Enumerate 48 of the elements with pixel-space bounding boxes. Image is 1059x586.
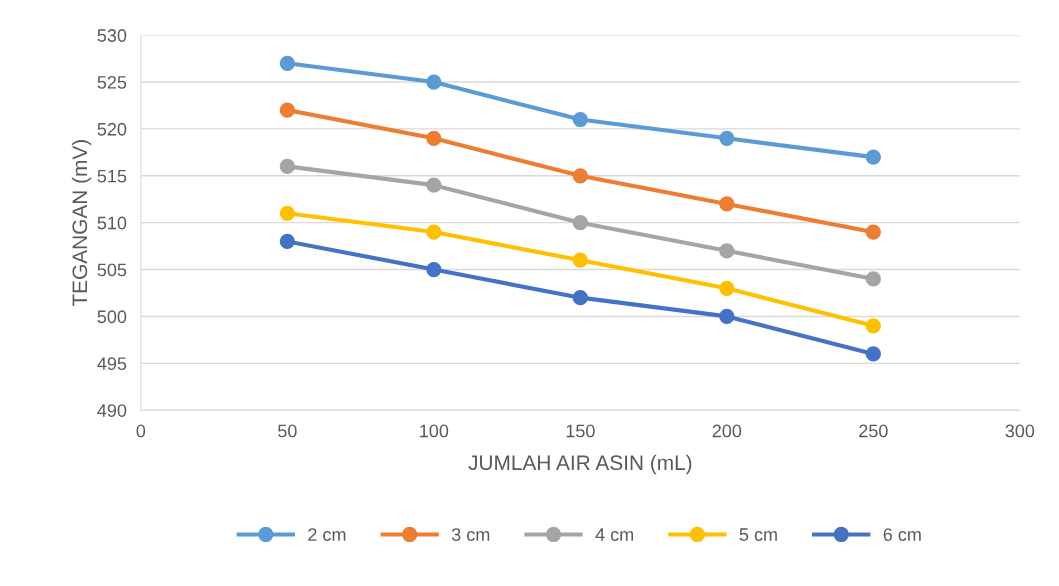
point [572, 168, 588, 184]
point [865, 224, 881, 240]
legend-label: 2 cm [308, 528, 346, 541]
x-tick-label: 300 [1005, 424, 1035, 438]
y-tick-label: 495 [97, 357, 127, 371]
y-tick-label: 515 [97, 169, 127, 183]
point [572, 111, 588, 128]
y-tick-label: 525 [97, 75, 127, 89]
point [572, 215, 588, 231]
point [719, 130, 735, 146]
point [719, 243, 735, 259]
point [572, 290, 588, 306]
y-axis-title: TEGANGAN (mV) [71, 140, 92, 307]
x-tick-label: 200 [712, 424, 742, 438]
point [279, 205, 295, 221]
legend-label: 4 cm [595, 528, 634, 541]
legend-label: 3 cm [451, 528, 490, 541]
point [865, 271, 881, 287]
y-tick-label: 500 [97, 310, 127, 324]
point [719, 280, 735, 296]
point [279, 102, 295, 118]
legend-label: 6 cm [883, 528, 921, 541]
point [426, 74, 442, 90]
point [572, 252, 588, 268]
point [719, 196, 735, 212]
y-tick-label: 520 [97, 122, 127, 136]
point [426, 130, 442, 146]
x-tick-label: 150 [566, 424, 595, 438]
point [865, 318, 881, 334]
y-tick-label: 510 [97, 216, 127, 230]
point [865, 149, 881, 165]
y-tick-label: 530 [97, 29, 127, 42]
x-axis-title: JUMLAH AIR ASIN (mL) [468, 454, 692, 475]
point [279, 158, 295, 175]
legend-label: 5 cm [739, 528, 777, 541]
x-tick-label: 0 [136, 424, 146, 438]
x-tick-label: 100 [420, 424, 449, 438]
point [426, 261, 442, 278]
point [279, 233, 295, 250]
x-tick-label: 250 [859, 424, 888, 438]
point [279, 55, 295, 71]
point [426, 224, 442, 240]
point [426, 177, 442, 193]
point [865, 346, 881, 362]
y-tick-label: 490 [97, 404, 127, 417]
y-tick-label: 505 [97, 263, 127, 277]
point [719, 308, 735, 325]
x-tick-label: 50 [278, 424, 297, 438]
